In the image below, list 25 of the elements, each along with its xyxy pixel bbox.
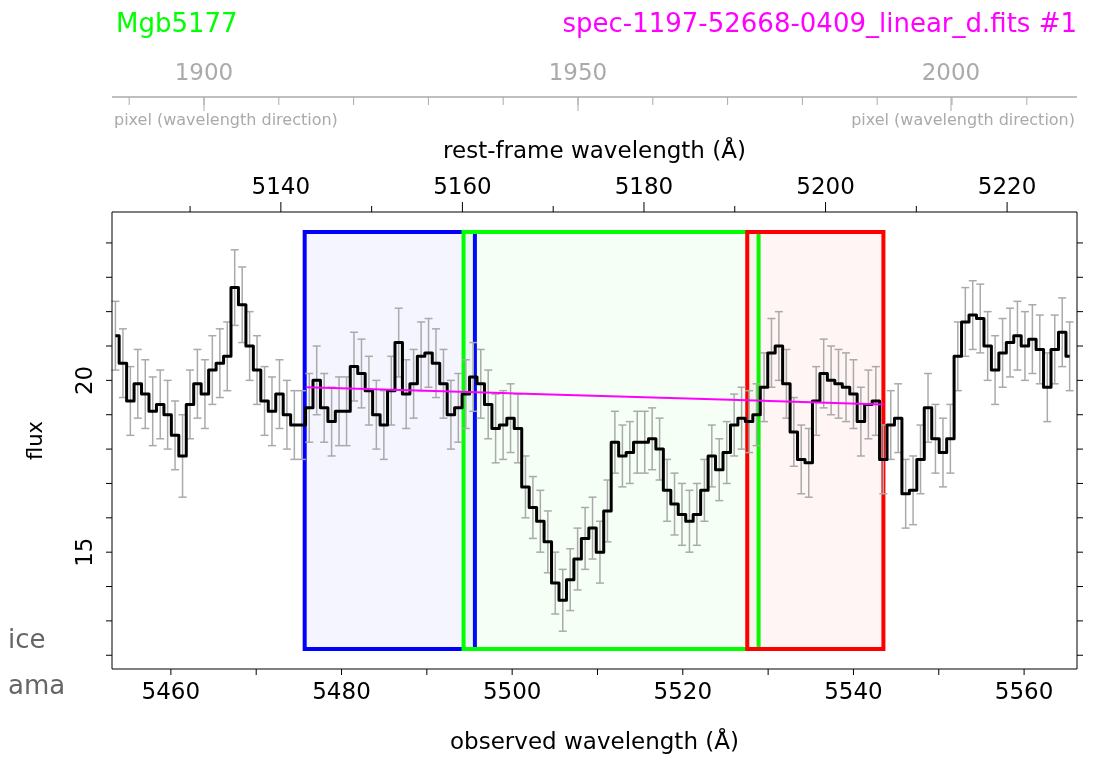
text: pixel (wavelength direction) [114,110,338,129]
chart-subtitle: spec-1197-52668-0409_linear_d.fits #1 [562,8,1077,38]
text: 1900 [174,59,234,85]
x-tick-label: 5480 [312,678,371,705]
text: ice [8,624,46,654]
y-axis-title: flux [23,421,47,460]
x-tick-label: 5460 [141,678,201,705]
text: 2000 [921,59,981,85]
y-tick-label: 20 [71,365,97,396]
x2-tick-label: 5160 [433,173,492,199]
x-tick-label: 5520 [653,678,713,705]
text: 1950 [548,59,608,85]
x-tick-label: 5560 [994,678,1054,705]
x2-tick-label: 5140 [251,173,311,199]
x-tick-label: 5540 [824,678,883,705]
text: ama [8,670,66,700]
x2-tick-label: 5220 [977,173,1037,199]
x2-tick-label: 5200 [796,173,855,199]
chart-title: Mgb5177 [116,8,238,38]
x-tick-label: 5500 [482,678,542,705]
text: pixel (wavelength direction) [851,110,1075,129]
x-axis-title: observed wavelength (Å) [450,727,739,754]
x2-tick-label: 5180 [614,173,674,199]
y-tick-label: 15 [71,537,97,567]
x2-axis-title: rest-frame wavelength (Å) [443,136,746,163]
